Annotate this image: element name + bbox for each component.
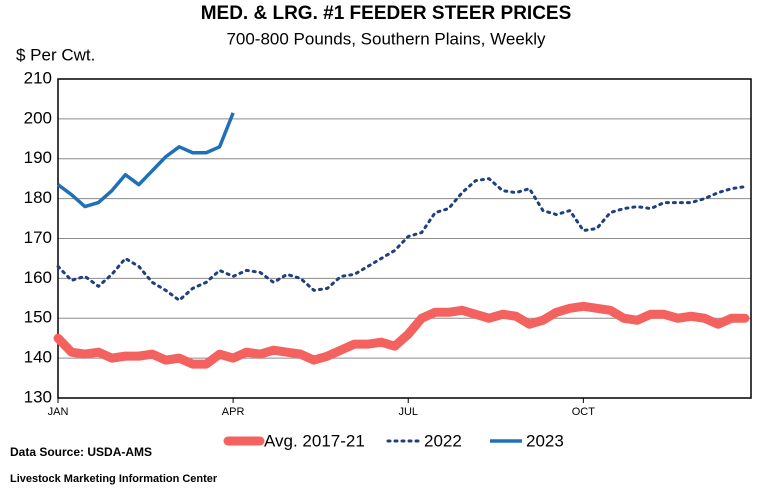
credit: Livestock Marketing Information Center — [10, 473, 218, 485]
y-tick-label: 170 — [24, 228, 52, 247]
y-tick-label: 210 — [24, 68, 52, 87]
source: Data Source: USDA-AMS — [10, 445, 152, 459]
x-tick-label: JUL — [398, 406, 418, 418]
chart-title: MED. & LRG. #1 FEEDER STEER PRICES — [201, 3, 572, 24]
y-tick-label: 190 — [24, 148, 52, 167]
x-tick-label: APR — [222, 406, 245, 418]
plot-frame — [57, 78, 752, 399]
chart-subtitle: 700-800 Pounds, Southern Plains, Weekly — [226, 29, 546, 48]
legend-label: Avg. 2017-21 — [264, 431, 365, 450]
y-axis-label: $ Per Cwt. — [16, 45, 95, 64]
y-tick-label: 140 — [24, 348, 52, 367]
y-tick-label: 160 — [24, 268, 52, 287]
x-tick-label: OCT — [572, 406, 596, 418]
y-tick-label: 130 — [24, 387, 52, 406]
y-tick-label: 200 — [24, 108, 52, 127]
series-line — [53, 301, 750, 369]
series-line — [56, 177, 747, 302]
y-tick-label: 150 — [24, 308, 52, 327]
legend-label: 2023 — [526, 431, 564, 450]
x-tick-label: JAN — [48, 406, 69, 418]
y-tick-label: 180 — [24, 188, 52, 207]
legend-label: 2022 — [424, 431, 462, 450]
series-line — [56, 112, 235, 209]
